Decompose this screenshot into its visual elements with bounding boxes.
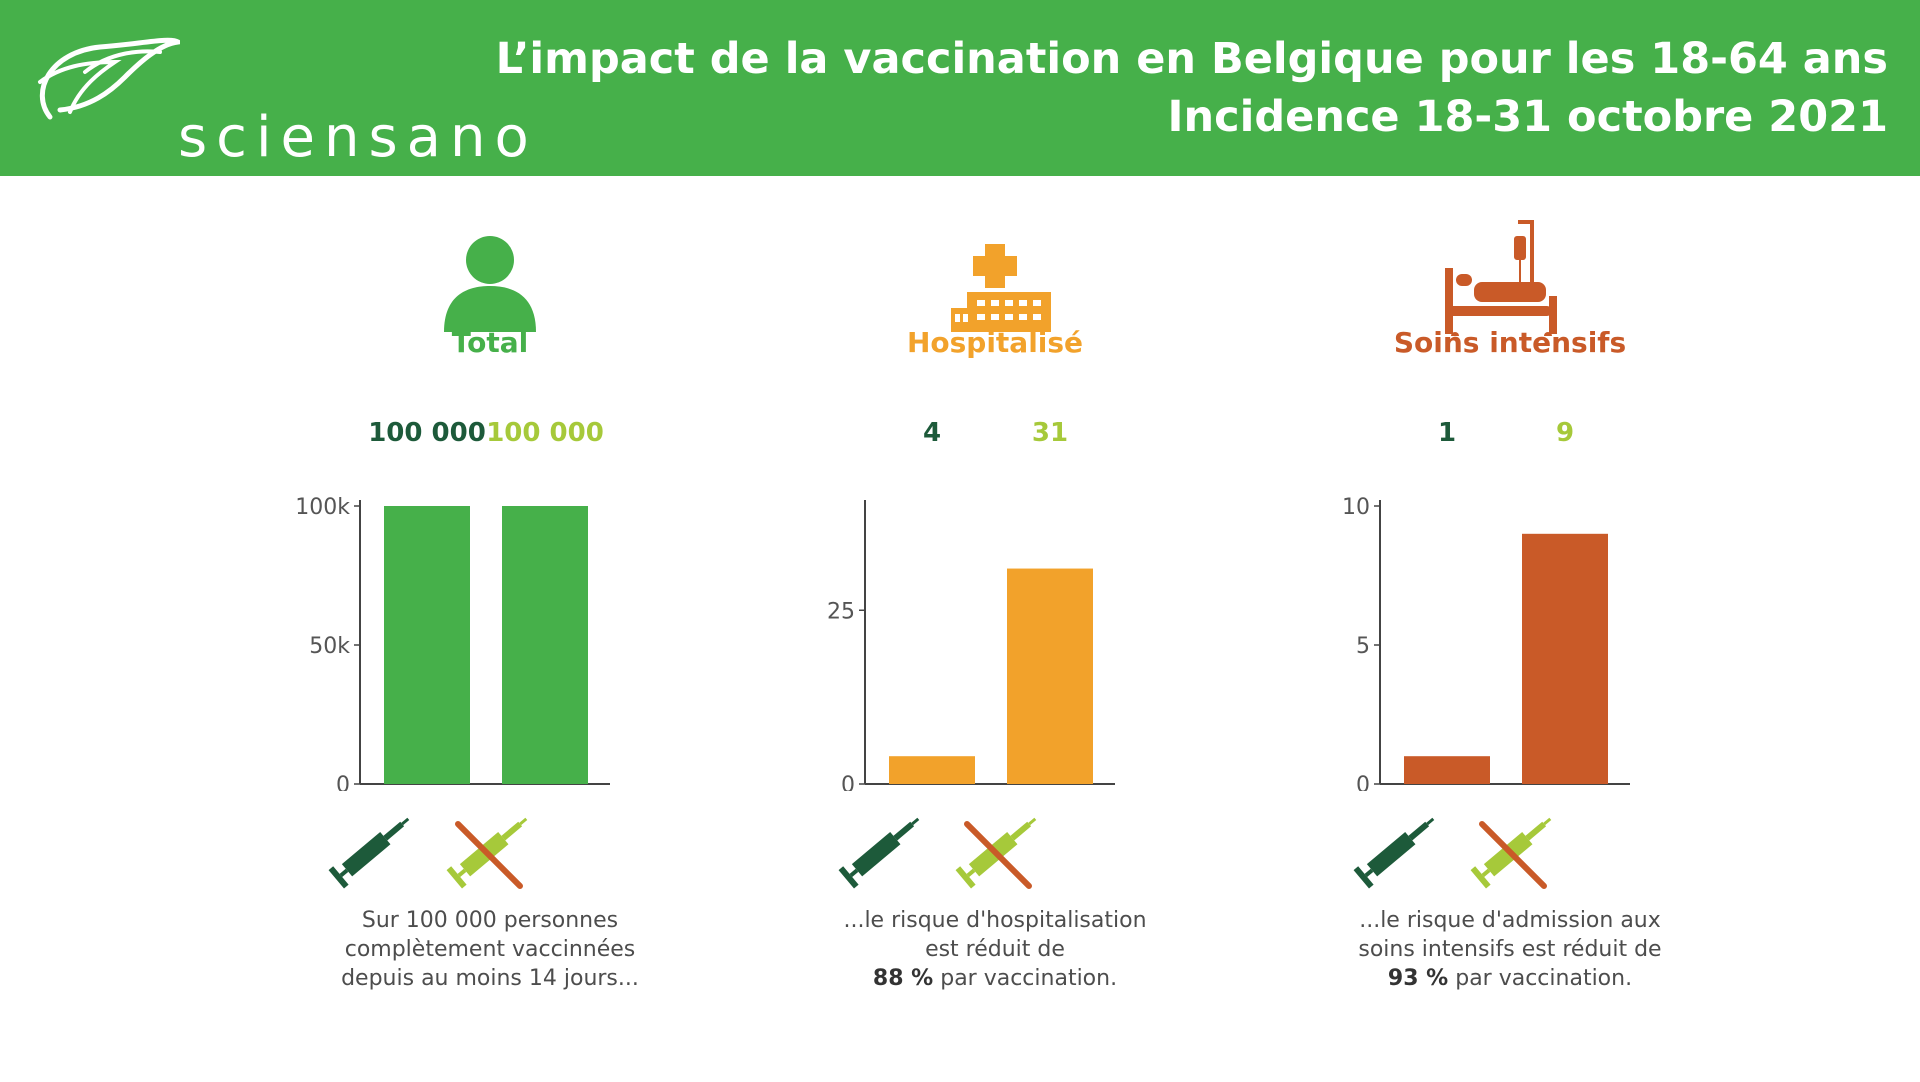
title-line-1: L’impact de la vaccination en Belgique p… <box>495 34 1888 84</box>
caption-line: 88 % par vaccination. <box>735 964 1255 993</box>
chart-soins-intensifs: 0 5 10 1 9 <box>1342 418 1630 791</box>
header-banner: sciensano L’impact de la vaccination en … <box>0 0 1920 176</box>
panel-soins-intensifs: Soins intensifs 0 5 10 1 9 ...le risque d'ad… <box>1250 176 1770 1082</box>
y-tick-label: 0 <box>336 773 350 791</box>
caption-line: ...le risque d'hospitalisation <box>843 908 1147 933</box>
y-tick-label: 10 <box>1342 495 1370 520</box>
unvaccinated-syringe-icon <box>446 817 528 889</box>
bar <box>1007 568 1093 784</box>
bar-value-label: 1 <box>1438 418 1456 448</box>
page-title: L’impact de la vaccination en Belgique p… <box>496 30 1888 146</box>
hospital-icon <box>951 244 1051 332</box>
caption-line: Sur 100 000 personnes <box>361 908 619 933</box>
cross-line-icon <box>964 821 1032 889</box>
y-tick-label: 50k <box>309 634 350 659</box>
title-line-2: Incidence 18-31 octobre 2021 <box>1167 92 1888 142</box>
caption-line: complètement vaccinnées <box>344 937 636 962</box>
person-icon <box>444 236 536 332</box>
syringe-legend <box>1250 796 1770 906</box>
panel-label: Soins intensifs <box>1393 326 1627 359</box>
reduction-percent: 93 % <box>1387 966 1449 991</box>
panel-caption: ...le risque d'hospitalisation est rédui… <box>735 906 1255 993</box>
panel-caption: ...le risque d'admission aux soins inten… <box>1250 906 1770 993</box>
leaf-logo-icon <box>38 37 180 120</box>
syringe-legend <box>230 796 750 906</box>
sciensano-logo: sciensano <box>30 32 529 166</box>
cross-line-icon <box>1479 821 1547 889</box>
cross-line-icon <box>455 821 523 889</box>
vaccinated-syringe-icon <box>838 817 920 889</box>
vaccinated-syringe-icon <box>1353 817 1435 889</box>
caption-tail: par vaccination. <box>1448 966 1633 991</box>
unvaccinated-syringe-icon <box>1470 817 1552 889</box>
bar-value-label: 31 <box>1032 418 1068 448</box>
panel-hospitalise: Hospitalisé 0 25 4 31 ...le risque d'hospit… <box>735 176 1255 1082</box>
panel-label: Total <box>451 326 529 359</box>
unvaccinated-syringe-icon <box>955 817 1037 889</box>
bar-value-label: 9 <box>1556 418 1574 448</box>
bar <box>384 506 470 784</box>
panel-label: Hospitalisé <box>906 326 1084 359</box>
y-tick-label: 0 <box>1356 773 1370 791</box>
hospital-bed-icon <box>1445 220 1557 340</box>
caption-line: soins intensifs est réduit de <box>1358 937 1662 962</box>
bar <box>1404 756 1490 784</box>
caption-line: ...le risque d'admission aux <box>1359 908 1661 933</box>
caption-line: est réduit de <box>925 937 1065 962</box>
syringe-legend <box>735 796 1255 906</box>
bar-value-label: 4 <box>923 418 941 448</box>
y-tick-label: 25 <box>827 599 855 624</box>
logo-text: sciensano <box>178 105 538 170</box>
bar <box>889 756 975 784</box>
caption-line: depuis au moins 14 jours... <box>341 966 639 991</box>
caption-tail: par vaccination. <box>933 966 1118 991</box>
y-tick-label: 100k <box>295 495 350 520</box>
bar-value-label: 100 000 <box>368 418 486 448</box>
bar-value-label: 100 000 <box>486 418 604 448</box>
bar <box>1522 533 1608 784</box>
y-tick-label: 0 <box>841 773 855 791</box>
chart-hospitalise: 0 25 4 31 <box>827 418 1115 791</box>
chart-total: 0 50k 100k 100 000 100 000 <box>295 418 610 791</box>
caption-line: 93 % par vaccination. <box>1250 964 1770 993</box>
panel-total: Total 0 50k 100k 100 000 100 000 Sur 100 000… <box>230 176 750 1082</box>
reduction-percent: 88 % <box>872 966 934 991</box>
panel-caption: Sur 100 000 personnes complètement vacci… <box>230 906 750 993</box>
vaccinated-syringe-icon <box>328 817 410 889</box>
bar <box>502 506 588 784</box>
y-tick-label: 5 <box>1356 634 1370 659</box>
